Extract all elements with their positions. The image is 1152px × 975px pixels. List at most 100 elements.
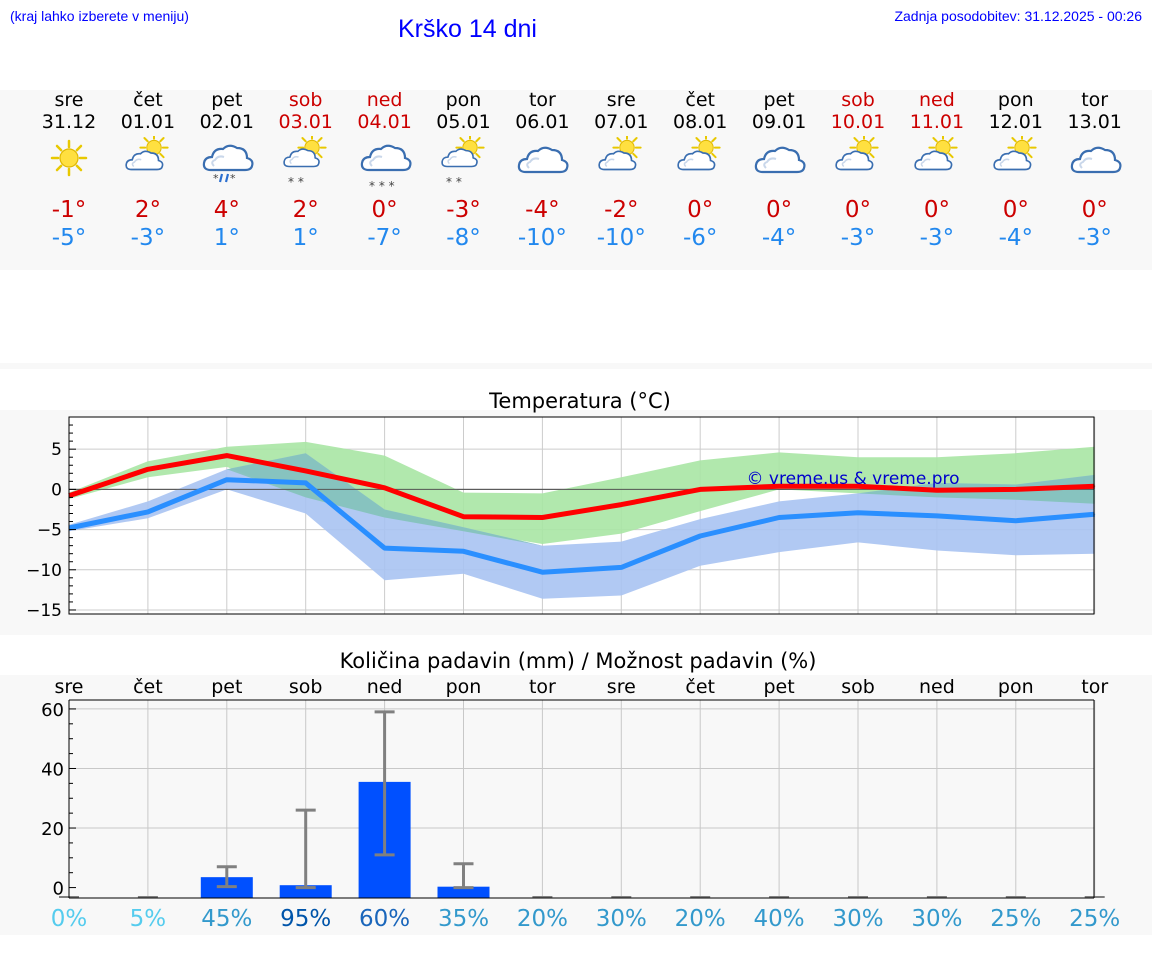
temp-max: -1° [51, 197, 87, 223]
cloudy-icon [749, 136, 809, 186]
precip-probability-label: 40% [754, 906, 805, 932]
precip-probability-label: 45% [201, 906, 252, 932]
forecast-strip [0, 90, 1152, 270]
max-temp-line [68, 453, 1095, 520]
temp-max: 0° [1002, 197, 1029, 223]
precip-day-label: ned [367, 676, 403, 698]
precip-bar [279, 885, 332, 898]
day-date: 31.12 [41, 111, 97, 133]
temp-min: -6° [682, 225, 718, 251]
cloud-shape [1070, 146, 1122, 174]
max-temp-point [936, 489, 938, 491]
temp-min: -4° [761, 225, 797, 251]
cloud-shape [914, 150, 953, 171]
max-temp-point [620, 504, 622, 506]
precip-day-label: pon [998, 676, 1034, 698]
temp-min: 1° [213, 225, 240, 251]
max-temp-point [147, 468, 149, 470]
precip-day-label: ned [919, 676, 955, 698]
min-temp-point [857, 512, 859, 514]
partly-cloudy-icon [907, 133, 967, 186]
temp-max: 0° [1081, 197, 1108, 223]
svg-text:* * *: * * * [369, 179, 395, 192]
precip-ytick-label: 20 [41, 819, 64, 840]
day-date: 13.01 [1067, 111, 1122, 133]
precip-day-label: sob [841, 676, 875, 698]
min-temp-point [226, 479, 228, 481]
day-date: 11.01 [909, 111, 965, 133]
temp-min: -3° [1077, 225, 1112, 251]
day-of-week: pon [997, 89, 1034, 111]
day-of-week: pet [763, 89, 795, 111]
day-of-week: sob [841, 89, 875, 111]
precip-day-label: tor [1081, 676, 1108, 698]
precip-probability-label: 20% [517, 906, 568, 932]
min-temp-line [68, 477, 1095, 575]
temp-min: -5° [51, 225, 87, 251]
page-title: Krško 14 dni [398, 15, 537, 43]
partly-cloudy-icon [591, 133, 651, 186]
cloud-shape [754, 146, 806, 174]
watermark: © vreme.us & vreme.pro [746, 469, 959, 489]
day-of-week: tor [528, 89, 556, 111]
svg-text:*: * [213, 172, 219, 185]
day-date: 08.01 [672, 111, 728, 133]
min-temp-point [699, 535, 701, 537]
temp-min: -3° [130, 225, 166, 251]
precip-probability-label: 30% [596, 906, 647, 932]
sun-icon [39, 136, 99, 186]
precip-day-label: čet [133, 676, 163, 698]
precip-day-label: sre [55, 676, 84, 698]
cloud-shape [282, 148, 320, 168]
temp-min: -10° [596, 225, 646, 251]
location-hint: (kraj lahko izberete v meniju) [10, 8, 189, 24]
temp-ytick-label: −15 [26, 601, 62, 621]
day-date: 06.01 [515, 111, 570, 133]
temp-min: -4° [998, 225, 1034, 251]
temp-max: 2° [292, 197, 319, 223]
max-temp-point [463, 516, 464, 518]
temp-ytick-label: −5 [37, 521, 62, 541]
temp-max: 2° [134, 197, 161, 223]
day-of-week: tor [1081, 89, 1109, 111]
partly-cloudy-icon [828, 133, 888, 186]
max-temp-point [541, 517, 543, 519]
temp-max: 0° [844, 197, 872, 223]
precip-ytick-label: 60 [41, 700, 64, 721]
partly-cloudy-snow-icon: * * [276, 133, 336, 189]
day-of-week: pon [445, 89, 482, 111]
day-date: 12.01 [988, 111, 1043, 133]
sun-shape [50, 139, 88, 177]
cloudy-icon [1065, 136, 1125, 186]
precip-probability-label: 95% [280, 906, 331, 932]
max-temp-point [778, 485, 780, 487]
day-of-week: čet [685, 89, 715, 111]
partly-cloudy-snow-icon: * * [434, 133, 494, 189]
day-of-week: sob [288, 89, 323, 111]
cloud-shape [440, 148, 478, 168]
last-update: Zadnja posodobitev: 31.12.2025 - 00:26 [894, 8, 1142, 24]
cloud-shape [202, 144, 254, 172]
day-date: 09.01 [751, 111, 807, 133]
precip-probability-label: 30% [832, 906, 883, 932]
min-temp-point [147, 511, 149, 513]
cloud-shape [993, 150, 1032, 171]
min-temp-point [936, 515, 938, 517]
temp-min: -10° [517, 225, 567, 251]
cloudy-rain-snow-icon: * * [197, 136, 257, 186]
temp-max: -2° [604, 197, 639, 223]
temp-min: -7° [367, 225, 402, 251]
min-temp-point [541, 571, 543, 573]
day-of-week: sre [606, 89, 636, 111]
cloudy-snow-icon: * * * [355, 136, 415, 193]
precip-probability-label: 60% [359, 906, 410, 932]
min-temp-point [620, 566, 622, 568]
plot-frame [68, 416, 1095, 615]
precip-probability-label: 35% [438, 906, 489, 932]
precip-probability-label: 20% [675, 906, 726, 932]
temp-max: 0° [923, 197, 950, 223]
max-temp-point [699, 488, 701, 490]
temperature-chart-title: Temperatura (°C) [488, 389, 671, 413]
temp-min: -3° [840, 225, 876, 251]
